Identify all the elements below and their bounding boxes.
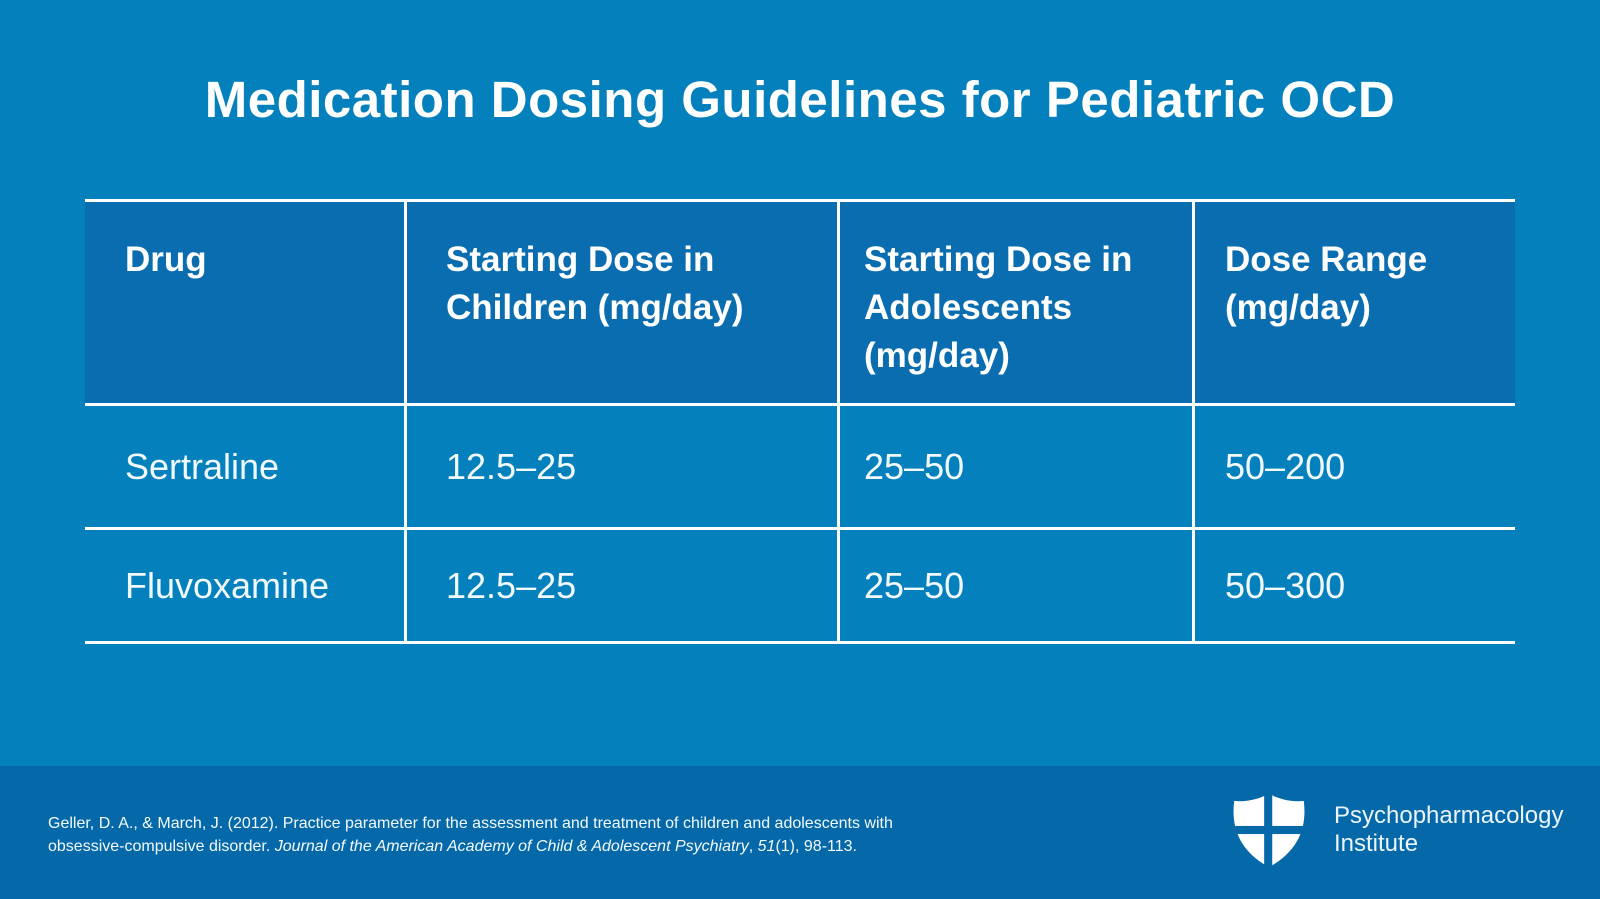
- table-row-fluvoxamine: Fluvoxamine 12.5–25 25–50 50–300: [85, 530, 1515, 641]
- table-header-drug: Drug: [85, 202, 407, 403]
- citation-line-1: Geller, D. A., & March, J. (2012). Pract…: [48, 815, 893, 832]
- page-title: Medication Dosing Guidelines for Pediatr…: [204, 71, 1396, 128]
- institute-name-line-1: Psychopharmacology: [1334, 802, 1564, 829]
- table-cell-dose-range: 50–200: [1225, 445, 1346, 487]
- citation-line-2: obsessive-compulsive disorder. Journal o…: [48, 838, 857, 855]
- shield-cross-icon: [1228, 792, 1310, 868]
- table-cell-children-dose: 12.5–25: [407, 530, 840, 641]
- institute-logo: Psychopharmacology Institute: [1228, 792, 1563, 868]
- table-cell-adolescent-dose: 25–50: [840, 406, 1195, 527]
- footer-band: Geller, D. A., & March, J. (2012). Pract…: [0, 766, 1600, 899]
- dosing-table: Drug Starting Dose in Children (mg/day) …: [85, 199, 1515, 644]
- table-cell-dose-range: 50–300: [1225, 564, 1346, 606]
- table-cell-children-dose: 12.5–25: [407, 406, 840, 527]
- institute-name-line-2: Institute: [1334, 830, 1419, 857]
- table-cell-adolescent-dose: 25–50: [840, 530, 1195, 641]
- table-header-starting-dose-adolescents: Starting Dose in Adolescents (mg/day): [840, 202, 1195, 403]
- table-header-starting-dose-children: Starting Dose in Children (mg/day): [407, 202, 840, 403]
- table-cell-drug: Fluvoxamine: [85, 530, 407, 641]
- table-header-row: Drug Starting Dose in Children (mg/day) …: [85, 202, 1515, 406]
- table-row-sertraline: Sertraline 12.5–25 25–50 50–200: [85, 406, 1515, 530]
- table-header-dose-range: Dose Range (mg/day): [1225, 240, 1428, 327]
- citation: Geller, D. A., & March, J. (2012). Pract…: [48, 812, 893, 858]
- institute-logo-text: Psychopharmacology Institute: [1334, 802, 1563, 858]
- table-cell-drug: Sertraline: [85, 406, 407, 527]
